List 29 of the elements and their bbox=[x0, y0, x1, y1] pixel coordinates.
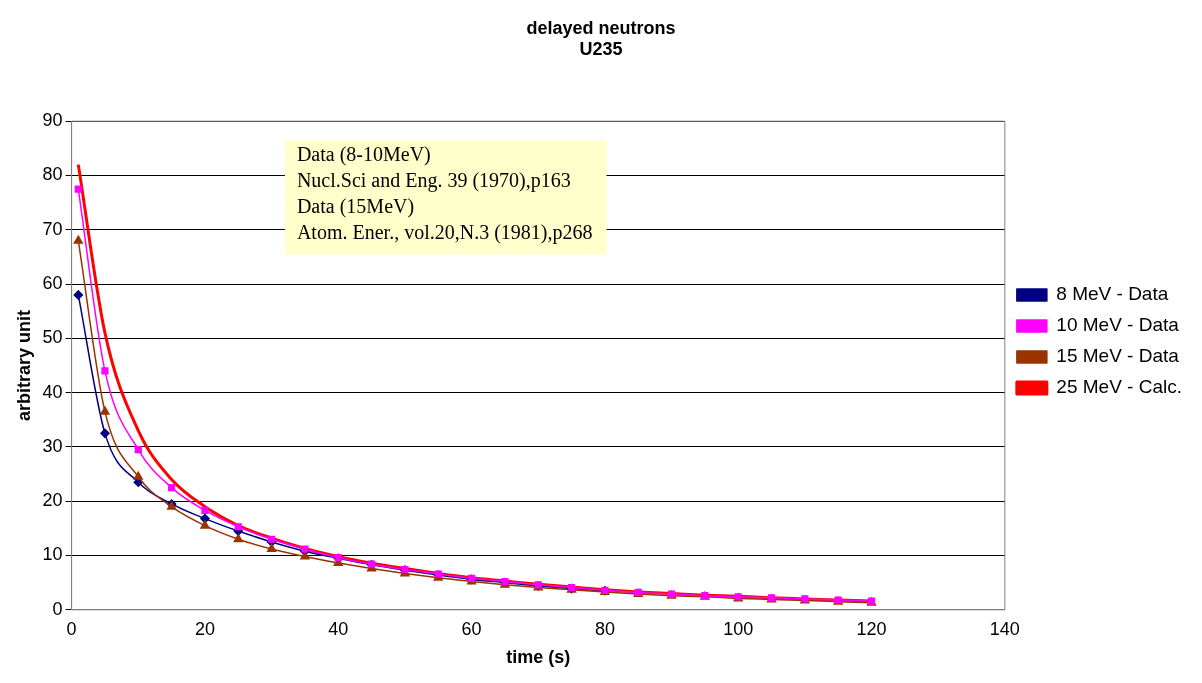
annotation: Data (15MeV) bbox=[296, 195, 415, 219]
legend-label: 10 MeV - Data bbox=[1056, 314, 1180, 336]
x-tick-label: 100 bbox=[723, 618, 754, 639]
x-tick-label: 140 bbox=[989, 618, 1020, 639]
legend-label: 25 MeV - Calc. bbox=[1056, 376, 1182, 398]
x-tick-label: 20 bbox=[194, 618, 215, 639]
y-tick-label: 40 bbox=[42, 381, 63, 402]
x-tick-label: 40 bbox=[328, 618, 349, 639]
chart-title: delayed neutrons U235 bbox=[526, 17, 676, 60]
y-tick-label: 50 bbox=[42, 327, 63, 348]
x-axis-title: time (s) bbox=[506, 647, 571, 668]
y-tick-label: 80 bbox=[42, 164, 63, 185]
x-tick-label: 60 bbox=[461, 618, 482, 639]
y-tick-label: 20 bbox=[42, 490, 63, 511]
y-tick-label: 30 bbox=[42, 435, 63, 456]
y-tick-label: 70 bbox=[42, 218, 63, 239]
annotation: Data (8-10MeV) bbox=[296, 143, 431, 167]
x-tick-label: 120 bbox=[856, 618, 887, 639]
annotation: Atom. Ener., vol.20,N.3 (1981),p268 bbox=[296, 221, 593, 245]
y-tick-label: 0 bbox=[52, 598, 63, 619]
y-tick-label: 90 bbox=[42, 110, 63, 131]
x-tick-label: 80 bbox=[594, 618, 615, 639]
y-tick-label: 10 bbox=[42, 544, 63, 565]
legend-label: 8 MeV - Data bbox=[1056, 283, 1169, 305]
x-tick-label: 0 bbox=[66, 618, 77, 639]
annotation: Nucl.Sci and Eng. 39 (1970),p163 bbox=[296, 169, 571, 193]
y-tick-label: 60 bbox=[42, 273, 63, 294]
y-axis-title: arbitrary unit bbox=[13, 309, 34, 422]
legend-label: 15 MeV - Data bbox=[1056, 345, 1180, 367]
